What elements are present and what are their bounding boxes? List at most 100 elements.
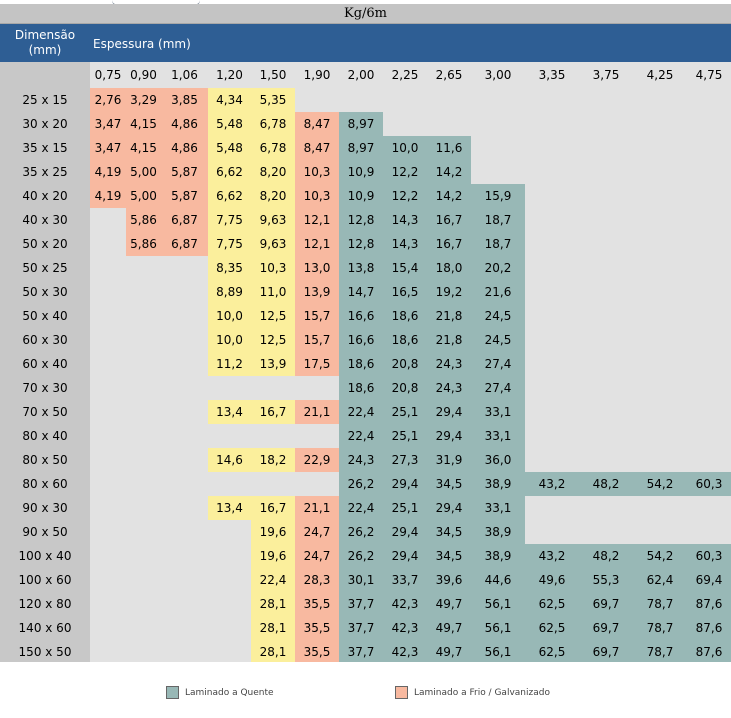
thickness-label: 0,75 [94, 68, 122, 82]
weight-cell: 12,8 [339, 208, 383, 232]
weight-cell: 16,6 [339, 304, 383, 328]
weight-cell: 56,1 [471, 616, 525, 640]
weight-cell: 24,5 [471, 328, 525, 352]
thickness-header: Espessura (mm) [93, 37, 191, 51]
weight-cell: 69,4 [687, 568, 731, 592]
weight-cell: 11,6 [427, 136, 471, 160]
table-row: 120 x 80 28,1 35,5 37,7 42,3 49,7 56,1 62,5 69,7… [0, 592, 731, 616]
weight-cell: 10,9 [339, 160, 383, 184]
weight-cell: 62,5 [525, 592, 579, 616]
weight-cell: 7,75 [208, 208, 251, 232]
weight-cell: 33,1 [471, 496, 525, 520]
weight-cell: 87,6 [687, 640, 731, 664]
weight-cell: 34,5 [427, 544, 471, 568]
weight-cell: 33,1 [471, 400, 525, 424]
weight-cell: 24,7 [295, 544, 339, 568]
weight-cell: 60,3 [687, 472, 731, 496]
thickness-label: 1,06 [171, 68, 198, 82]
weight-cell: 3,85 [161, 88, 208, 112]
weight-cell: 37,7 [339, 592, 383, 616]
weight-cell: 62,5 [525, 616, 579, 640]
weight-cell: 42,3 [383, 616, 427, 640]
weight-cell: 4,19 [90, 160, 126, 184]
weight-cell: 10,0 [208, 328, 251, 352]
weight-cell: 12,2 [383, 184, 427, 208]
dimension-cell: 80 x 60 [22, 477, 68, 491]
weight-cell: 14,2 [427, 184, 471, 208]
table-row: 50 x 40 10,0 12,5 15,7 16,6 18,6 21,8 24,5 [0, 304, 731, 328]
weight-cell: 13,4 [208, 400, 251, 424]
weight-cell: 5,00 [126, 184, 161, 208]
weight-cell: 28,3 [295, 568, 339, 592]
weight-cell: 49,7 [427, 592, 471, 616]
legend-hot-label: Laminado a Quente [185, 688, 274, 698]
weight-cell: 13,0 [295, 256, 339, 280]
weight-cell: 87,6 [687, 592, 731, 616]
weight-cell: 28,1 [251, 640, 295, 664]
dimension-cell: 40 x 20 [22, 189, 68, 203]
weight-cell: 3,47 [90, 112, 126, 136]
thickness-label: 3,75 [592, 68, 620, 82]
weight-cell: 60,3 [687, 544, 731, 568]
weight-cell: 39,6 [427, 568, 471, 592]
legend-cold-swatch [395, 686, 408, 699]
weight-cell: 28,1 [251, 616, 295, 640]
weight-cell: 35,5 [295, 640, 339, 664]
weight-cell: 18,6 [383, 304, 427, 328]
weight-cell: 18,6 [339, 376, 383, 400]
weight-cell: 15,4 [383, 256, 427, 280]
weight-cell: 24,3 [427, 376, 471, 400]
weight-cell: 26,2 [339, 472, 383, 496]
weight-cell: 24,5 [471, 304, 525, 328]
weight-cell: 13,9 [295, 280, 339, 304]
weight-cell: 26,2 [339, 544, 383, 568]
weight-cell: 54,2 [633, 544, 687, 568]
table-row: 60 x 40 11,2 13,9 17,5 18,6 20,8 24,3 27,4 [0, 352, 731, 376]
weight-cell: 14,3 [383, 232, 427, 256]
dimension-cell: 25 x 15 [22, 93, 68, 107]
table-row: 80 x 60 26,2 29,4 34,5 38,9 43,2 48,2 54,2 60,3 [0, 472, 731, 496]
weight-cell: 42,3 [383, 640, 427, 664]
dimension-cell: 80 x 40 [22, 429, 68, 443]
weight-cell: 16,7 [427, 232, 471, 256]
dimension-header-line2: (mm) [28, 43, 62, 57]
weight-cell: 44,6 [471, 568, 525, 592]
dimension-cell: 50 x 20 [22, 237, 68, 251]
dimension-cell: 70 x 50 [22, 405, 68, 419]
weight-cell: 24,7 [295, 520, 339, 544]
weight-cell: 16,7 [251, 400, 295, 424]
weight-cell: 37,7 [339, 616, 383, 640]
weight-cell: 10,9 [339, 184, 383, 208]
weight-cell: 19,2 [427, 280, 471, 304]
dimension-cell: 90 x 30 [22, 501, 68, 515]
weight-cell: 21,8 [427, 304, 471, 328]
weight-cell: 12,5 [251, 304, 295, 328]
dimension-header: Dimensão (mm) [0, 24, 90, 62]
weight-cell: 15,9 [471, 184, 525, 208]
weight-cell: 20,8 [383, 352, 427, 376]
weight-cell: 16,7 [427, 208, 471, 232]
weight-cell: 5,35 [251, 88, 295, 112]
dimension-header-line1: Dimensão [14, 28, 76, 42]
table-row: 60 x 30 10,0 12,5 15,7 16,6 18,6 21,8 24,5 [0, 328, 731, 352]
table-row: 30 x 20 3,47 4,15 4,86 5,48 6,78 8,47 8,97 [0, 112, 731, 136]
weight-cell: 22,4 [339, 400, 383, 424]
dimension-cell: 140 x 60 [18, 621, 72, 635]
weight-cell: 18,6 [383, 328, 427, 352]
weight-cell: 37,7 [339, 640, 383, 664]
weight-cell: 56,1 [471, 640, 525, 664]
table-row: 100 x 40 19,6 24,7 26,2 29,4 34,5 38,9 43,2 48,2… [0, 544, 731, 568]
weight-cell: 22,4 [339, 424, 383, 448]
weight-cell: 54,2 [633, 472, 687, 496]
dimension-cell: 80 x 50 [22, 453, 68, 467]
weight-cell: 18,6 [339, 352, 383, 376]
weight-cell: 4,86 [161, 112, 208, 136]
dimension-cell: 60 x 30 [22, 333, 68, 347]
weight-cell: 4,19 [90, 184, 126, 208]
weight-cell: 28,1 [251, 592, 295, 616]
weight-cell: 10,0 [208, 304, 251, 328]
weight-cell: 16,6 [339, 328, 383, 352]
table-row: 25 x 15 2,76 3,29 3,85 4,34 5,35 [0, 88, 731, 112]
weight-cell: 27,3 [383, 448, 427, 472]
weight-cell: 69,7 [579, 592, 633, 616]
